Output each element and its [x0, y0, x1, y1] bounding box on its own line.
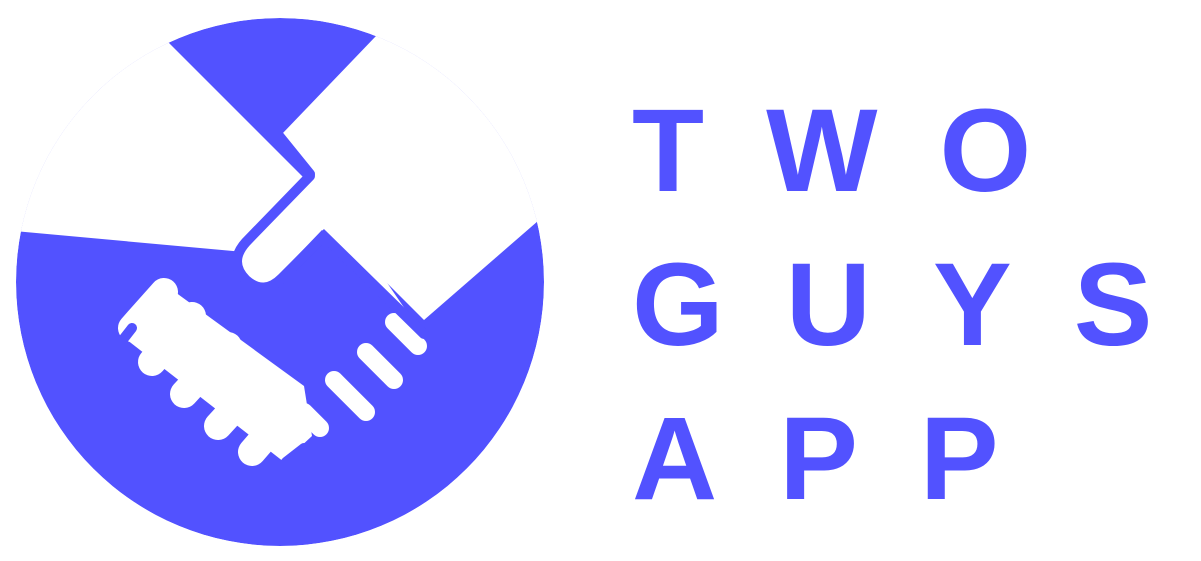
brand-word-1: TWO [632, 85, 1094, 217]
brand-word-3: APP [632, 393, 1061, 525]
handshake-logo [16, 18, 544, 546]
brand-wordmark: TWO GUYS APP [632, 74, 1192, 536]
handshake-icon [16, 18, 544, 546]
brand-word-2: GUYS [632, 239, 1201, 371]
